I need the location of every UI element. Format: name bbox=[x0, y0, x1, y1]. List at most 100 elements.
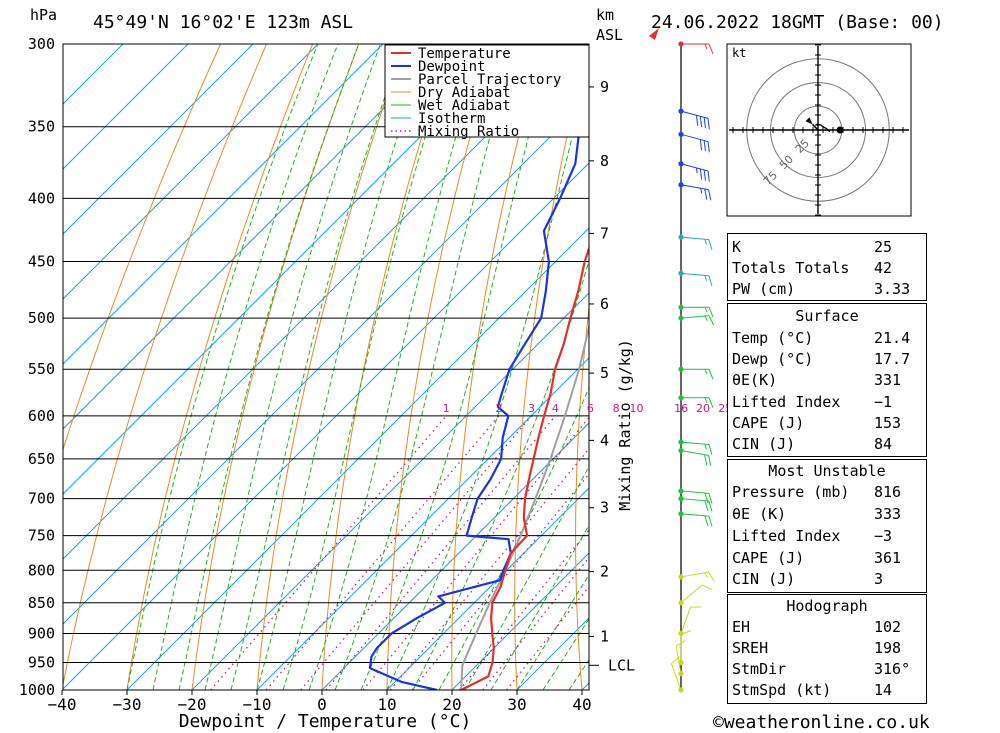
surface-dewp-label: Dewp (°C) bbox=[732, 350, 814, 368]
copyright-text[interactable]: ©weatheronline.co.uk bbox=[713, 712, 930, 733]
pressure-tick-label: 500 bbox=[28, 309, 55, 327]
isotherm-line bbox=[63, 44, 254, 235]
wind-barb bbox=[680, 584, 713, 604]
wind-barb bbox=[680, 133, 710, 153]
isotherm-line bbox=[126, 227, 589, 690]
wind-barb bbox=[680, 272, 713, 287]
wind-barb bbox=[680, 110, 710, 130]
wind-barb-flag bbox=[671, 656, 680, 665]
wind-barb-flag bbox=[708, 500, 713, 512]
wind-barb-shaft bbox=[680, 110, 709, 119]
km-tick-label: 6 bbox=[600, 295, 609, 313]
pressure-tick-label: 550 bbox=[28, 360, 55, 378]
wind-barb-shaft bbox=[680, 315, 709, 319]
hodograph-kt-label: kt bbox=[732, 46, 746, 60]
mixing-ratio-line bbox=[325, 415, 556, 690]
isotherm-line bbox=[63, 44, 449, 430]
surface-lifted-value: −1 bbox=[874, 393, 893, 411]
index-totals-label: Totals Totals bbox=[732, 259, 850, 277]
isotherm-line bbox=[321, 422, 589, 690]
pressure-tick-label: 1000 bbox=[19, 681, 55, 699]
wind-barb-shaft bbox=[680, 450, 709, 456]
wind-barb-shaft bbox=[680, 163, 709, 172]
isotherm-line bbox=[63, 44, 189, 170]
wind-barb bbox=[680, 606, 702, 634]
wind-barb bbox=[680, 184, 712, 201]
mixing-ratio-label: 4 bbox=[552, 402, 559, 415]
hodo-stmspd-value: 14 bbox=[874, 681, 893, 699]
wind-barb-flag bbox=[708, 307, 714, 318]
surface-row-cin: CIN (J) 84 bbox=[732, 434, 922, 455]
index-pw-value: 3.33 bbox=[874, 280, 911, 298]
wind-barb-half-flag bbox=[704, 444, 707, 450]
isotherm-line bbox=[191, 292, 589, 690]
storm-motion-vector bbox=[811, 123, 819, 131]
mu-theta-e-value: 333 bbox=[874, 505, 902, 523]
wind-barb-shaft bbox=[675, 645, 682, 674]
pressure-tick-label: 800 bbox=[28, 561, 55, 579]
mu-row-theta-e: θE (K) 333 bbox=[732, 504, 922, 525]
mixing-ratio-label: 6 bbox=[587, 402, 594, 415]
wind-barb bbox=[680, 498, 713, 512]
legend-isotherm: Isotherm bbox=[418, 111, 485, 127]
mixing-ratio-line bbox=[389, 447, 589, 690]
km-tick-label: 1 bbox=[600, 627, 609, 645]
wind-level-dot bbox=[678, 630, 684, 637]
wind-barb-flag bbox=[708, 516, 713, 527]
mixing-ratio-label: 2 bbox=[495, 402, 502, 415]
mu-pressure-value: 816 bbox=[874, 483, 902, 501]
wind-barb-shaft bbox=[680, 490, 709, 494]
dry-adiabat-line bbox=[63, 44, 221, 452]
km-tick-label: 9 bbox=[600, 78, 609, 96]
pressure-tick-label: 450 bbox=[28, 253, 55, 271]
surface-title: Surface bbox=[795, 307, 859, 325]
dry-adiabat-line bbox=[954, 44, 1000, 690]
wind-barb-flag bbox=[708, 444, 713, 455]
isotherm-line bbox=[63, 44, 514, 495]
mu-cape-value: 361 bbox=[874, 549, 902, 567]
wind-barb bbox=[670, 656, 682, 691]
wind-barb-shaft bbox=[680, 236, 709, 241]
x-tick-label: −20 bbox=[178, 695, 207, 714]
mu-cin-label: CIN (J) bbox=[732, 570, 796, 588]
wind-barb-flag bbox=[680, 630, 692, 635]
index-k-value: 25 bbox=[874, 238, 893, 256]
mu-row-cape: CAPE (J) 361 bbox=[732, 548, 922, 569]
wind-barb-shaft bbox=[680, 184, 709, 191]
mu-cin-value: 3 bbox=[874, 570, 884, 588]
isotherm-line bbox=[63, 44, 319, 300]
surface-temp-label: Temp (°C) bbox=[732, 329, 814, 347]
wind-barb-flag bbox=[707, 141, 710, 153]
pressure-tick-label: 400 bbox=[28, 189, 55, 207]
hodo-eh-value: 102 bbox=[874, 618, 902, 636]
wind-barb bbox=[675, 639, 686, 674]
mu-row-lifted: Lifted Index −3 bbox=[732, 526, 922, 547]
wind-barb-flag bbox=[708, 189, 712, 201]
mixing-ratio-line bbox=[300, 415, 532, 690]
index-row-pw: PW (cm) 3.33 bbox=[732, 279, 922, 300]
wind-barb-shaft bbox=[670, 663, 682, 691]
pressure-tick-label: 950 bbox=[28, 653, 55, 671]
wind-barb bbox=[680, 450, 712, 467]
wind-barb-flag bbox=[702, 584, 713, 591]
km-axis: 1 2 3 4 5 6 7 8 9 LCL bbox=[589, 78, 635, 674]
mixing-ratio-label: 10 bbox=[630, 402, 644, 415]
x-tick-label: 30 bbox=[507, 695, 526, 714]
isotherm-line bbox=[63, 44, 124, 105]
wind-barb-shaft bbox=[680, 606, 692, 634]
wind-barb-flag bbox=[703, 169, 706, 181]
hodo-stmdir-value: 316° bbox=[874, 660, 911, 678]
wind-level-dot bbox=[678, 161, 684, 167]
hodograph-table: Hodograph EH 102 SREH 198 StmDir 316° StmSp… bbox=[727, 594, 927, 704]
wind-barb-half-flag bbox=[700, 188, 703, 194]
hodo-row-eh: EH 102 bbox=[732, 617, 922, 638]
mixing-ratio-line bbox=[411, 472, 589, 690]
isobars: 300 350 400 450 500 550 600 650 700 750 800 850 900 9… bbox=[19, 35, 589, 699]
wind-barb-half-flag bbox=[704, 239, 707, 245]
asl-label: ASL bbox=[596, 26, 623, 44]
x-tick-label: 20 bbox=[442, 695, 461, 714]
wind-barb-flag bbox=[699, 139, 703, 151]
most-unstable-title: Most Unstable bbox=[768, 462, 886, 480]
